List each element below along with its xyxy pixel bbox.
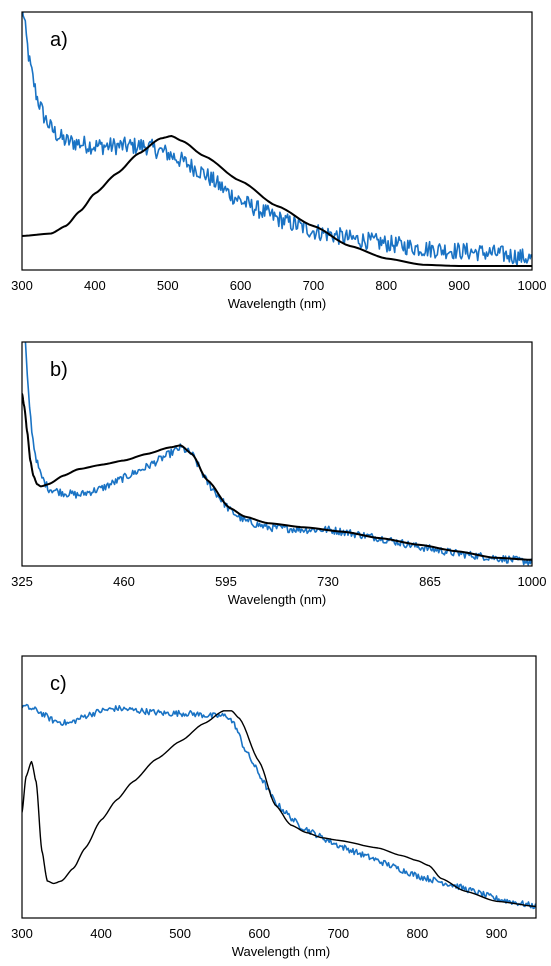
chart-3-x-axis-label: Wavelength (nm): [232, 944, 331, 959]
chart-1-panel-label: a): [50, 29, 68, 51]
chart-2-x-tick-label: 1000: [518, 574, 547, 589]
chart-2-panel-label: b): [50, 359, 68, 381]
chart-3-x-tick-label: 900: [486, 926, 508, 941]
chart-1-x-tick-label: 1000: [518, 278, 547, 293]
chart-2-frame: [21, 341, 533, 567]
chart-2-series-measured: [24, 342, 532, 566]
chart-2-x-tick-label: 325: [11, 574, 33, 589]
chart-1-series-calculated: [22, 135, 532, 267]
chart-3-frame: [21, 655, 537, 919]
chart-1-series-measured: [22, 12, 532, 266]
chart-3-x-tick-label: 600: [248, 926, 270, 941]
chart-3-series-measured: [22, 703, 536, 910]
chart-1-x-tick-label: 700: [303, 278, 325, 293]
chart-2-x-tick-label: 460: [113, 574, 135, 589]
chart-1-x-axis-label: Wavelength (nm): [228, 296, 327, 311]
chart-2-x-tick-label: 595: [215, 574, 237, 589]
chart-2-x-tick-label: 865: [419, 574, 441, 589]
chart-1-x-tick-label: 400: [84, 278, 106, 293]
chart-1-x-tick-label: 900: [448, 278, 470, 293]
chart-1-x-tick-label: 800: [375, 278, 397, 293]
chart-3-x-tick-label: 300: [11, 926, 33, 941]
chart-3-panel-label: c): [50, 673, 67, 695]
chart-1-x-tick-label: 300: [11, 278, 33, 293]
chart-1-frame: [21, 11, 533, 271]
chart-3-x-tick-label: 800: [407, 926, 429, 941]
chart-1-x-tick-label: 600: [230, 278, 252, 293]
chart-3-series-calculated: [22, 710, 536, 908]
chart-1-x-tick-label: 500: [157, 278, 179, 293]
chart-3-x-tick-label: 400: [90, 926, 112, 941]
chart-2-x-axis-label: Wavelength (nm): [228, 592, 327, 607]
chart-3-x-tick-label: 500: [169, 926, 191, 941]
chart-2-x-tick-label: 730: [317, 574, 339, 589]
chart-3-x-tick-label: 700: [327, 926, 349, 941]
chart-2-series-calculated: [22, 393, 532, 561]
